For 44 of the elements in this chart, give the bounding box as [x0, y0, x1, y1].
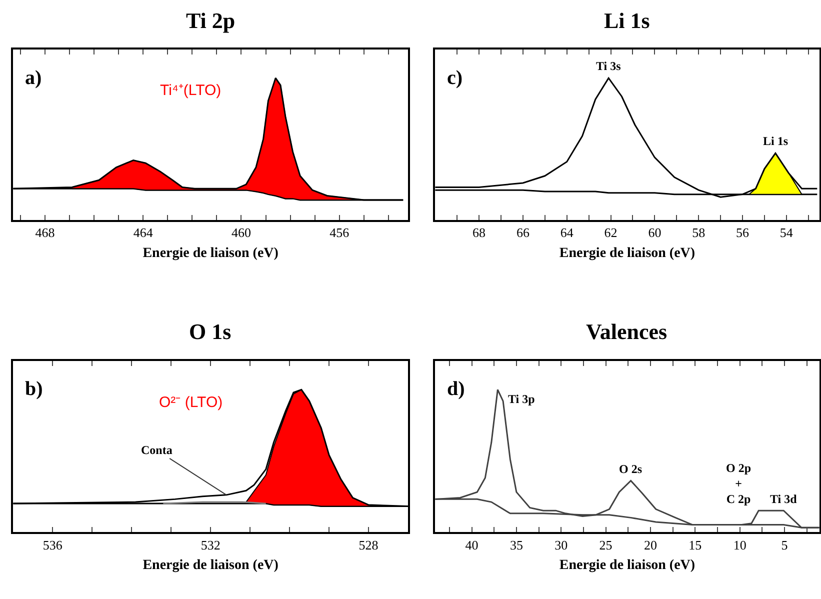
x-tick-label: 68	[472, 225, 486, 240]
x-axis-title: Energie de liaison (eV)	[559, 558, 696, 574]
x-tick-label: 456	[330, 225, 350, 240]
annotation: b)	[25, 378, 43, 400]
x-tick-label: 25	[599, 537, 612, 552]
x-axis-title: Energie de liaison (eV)	[142, 558, 279, 574]
x-tick-label: 30	[554, 537, 568, 552]
x-tick-label: 464	[133, 225, 154, 240]
x-tick-label: 56	[736, 225, 750, 240]
x-tick-label: 15	[688, 537, 702, 552]
x-tick-label: 64	[560, 225, 574, 240]
annotation: O 2p + C 2p	[726, 461, 752, 506]
annotation: O²⁻ (LTO)	[159, 394, 223, 411]
x-tick-label: 468	[35, 225, 55, 240]
chart-title: Ti 2p	[186, 8, 236, 33]
annotation: a)	[25, 67, 42, 89]
annotation: Li 1s	[763, 134, 788, 148]
x-tick-label: 536	[42, 537, 63, 552]
x-tick-label: 532	[200, 537, 220, 552]
annotation: Conta	[141, 443, 172, 457]
x-tick-label: 5	[781, 537, 788, 552]
x-tick-label: 58	[692, 225, 706, 240]
annotation: Ti⁴⁺(LTO)	[160, 82, 222, 99]
annotation: Ti 3s	[596, 59, 622, 73]
x-axis-title: Energie de liaison (eV)	[559, 246, 696, 261]
x-tick-label: 20	[644, 537, 657, 552]
chart-title: Valences	[586, 319, 668, 344]
x-tick-label: 10	[733, 537, 746, 552]
annotation: O 2s	[619, 462, 642, 476]
chart-title: Li 1s	[604, 8, 650, 33]
x-axis-title: Energie de liaison (eV)	[142, 246, 279, 261]
x-tick-label: 66	[516, 225, 530, 240]
annotation: Ti 3d	[770, 492, 798, 506]
x-tick-label: 60	[648, 225, 662, 240]
annotation: Ti 3p	[508, 392, 536, 406]
chart-title: O 1s	[189, 319, 232, 344]
x-tick-label: 54	[780, 225, 794, 240]
x-tick-label: 35	[510, 537, 523, 552]
x-tick-label: 62	[604, 225, 618, 240]
annotation: c)	[447, 67, 463, 89]
x-tick-label: 528	[358, 537, 378, 552]
x-tick-label: 40	[465, 537, 478, 552]
x-tick-label: 460	[231, 225, 251, 240]
annotation: d)	[447, 378, 465, 400]
